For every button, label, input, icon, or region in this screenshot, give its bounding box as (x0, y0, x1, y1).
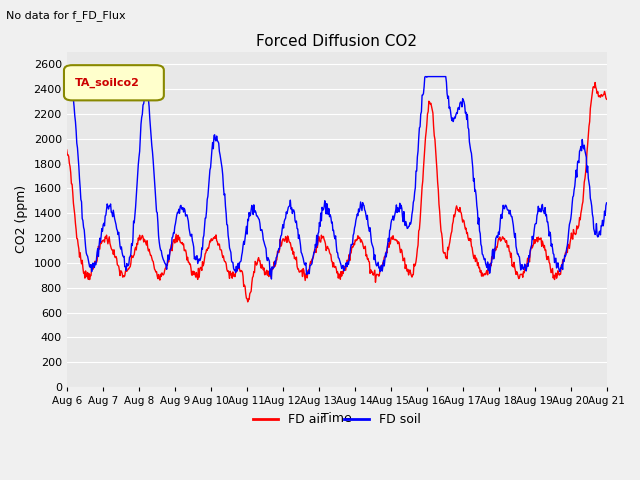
FD air (96, 246, 104, 252)
Y-axis label: CO2 (ppm): CO2 (ppm) (15, 185, 28, 253)
FD soil (408, 218, 415, 224)
FD soil (96, 235, 104, 241)
FD soil (391, 211, 399, 216)
FD soil (268, 276, 275, 282)
Line: FD soil: FD soil (67, 77, 607, 279)
FD soil (63, 93, 70, 99)
FD air (473, 256, 481, 262)
Legend: FD air, FD soil: FD air, FD soil (248, 408, 426, 431)
Text: TA_soilco2: TA_soilco2 (75, 78, 140, 88)
Text: No data for f_FD_Flux: No data for f_FD_Flux (6, 10, 126, 21)
FD air (591, 80, 599, 85)
FD air (408, 273, 415, 278)
FD air (603, 96, 611, 102)
FD soil (377, 264, 385, 270)
FD air (244, 299, 252, 305)
FD air (63, 147, 70, 153)
FD soil (474, 208, 481, 214)
FD soil (422, 74, 429, 80)
X-axis label: Time: Time (321, 411, 352, 425)
FancyBboxPatch shape (64, 65, 164, 100)
Title: Forced Diffusion CO2: Forced Diffusion CO2 (256, 34, 417, 49)
FD soil (603, 200, 611, 206)
FD air (377, 263, 385, 269)
Line: FD air: FD air (67, 83, 607, 302)
FD air (529, 245, 536, 251)
FD soil (529, 237, 537, 242)
FD air (391, 237, 399, 243)
